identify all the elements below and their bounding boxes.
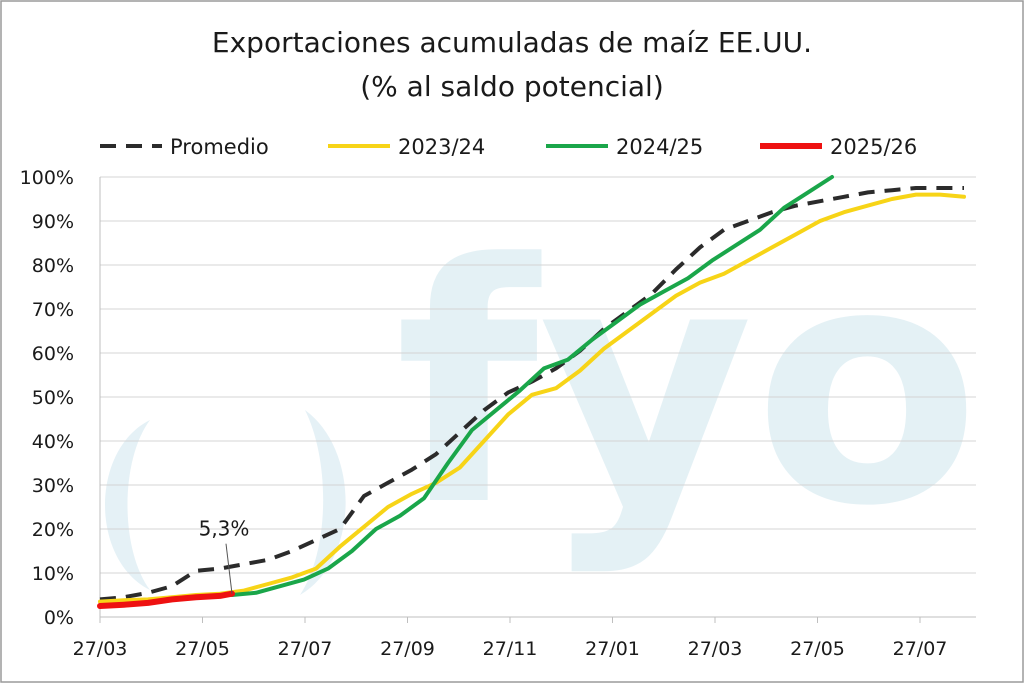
legend-label: 2024/25 (616, 135, 703, 159)
y-tick-label: 80% (32, 255, 74, 277)
grid (100, 176, 976, 618)
legend-label: 2025/26 (830, 135, 917, 159)
y-tick-label: 90% (32, 211, 74, 233)
x-tick-label: 27/11 (483, 638, 538, 660)
plot-area (97, 175, 966, 609)
annotation-leader (225, 543, 233, 594)
x-tick-label: 27/03 (688, 638, 743, 660)
series-line-2024-25 (230, 175, 834, 597)
y-axis: 0% 10% 20% 30% 40% 50% 60% 70% 80% 90% 100% (20, 167, 101, 629)
x-tick-label: 27/07 (893, 638, 948, 660)
y-tick-label: 50% (32, 387, 74, 409)
annotation: 5,3% (199, 517, 250, 594)
series-line-2023-24 (98, 192, 966, 604)
watermark: fyo (105, 194, 980, 595)
annotation-label: 5,3% (199, 517, 250, 541)
y-tick-label: 100% (20, 167, 74, 189)
y-tick-label: 40% (32, 431, 74, 453)
x-tick-label: 27/07 (278, 638, 333, 660)
y-tick-label: 60% (32, 343, 74, 365)
legend: Promedio 2023/24 2024/25 2025/26 (100, 135, 917, 159)
y-tick-label: 10% (32, 563, 74, 585)
x-tick-label: 27/01 (585, 638, 640, 660)
chart-title: Exportaciones acumuladas de maíz EE.UU. (212, 26, 812, 59)
x-axis: 27/03 27/05 27/07 27/09 27/11 27/01 27/03 27/05… (73, 616, 976, 660)
legend-label: 2023/24 (398, 135, 485, 159)
chart-subtitle: (% al saldo potencial) (360, 70, 664, 103)
y-tick-label: 20% (32, 519, 74, 541)
y-tick-label: 0% (44, 607, 74, 629)
x-tick-label: 27/05 (790, 638, 845, 660)
y-tick-label: 30% (32, 475, 74, 497)
x-tick-label: 27/09 (380, 638, 435, 660)
watermark-logo-shape (105, 410, 346, 595)
x-tick-label: 27/03 (73, 638, 128, 660)
watermark-text: fyo (395, 194, 980, 578)
x-tick-label: 27/05 (175, 638, 230, 660)
series-line-2025-26 (97, 590, 235, 609)
y-tick-label: 70% (32, 299, 74, 321)
legend-label: Promedio (170, 135, 269, 159)
